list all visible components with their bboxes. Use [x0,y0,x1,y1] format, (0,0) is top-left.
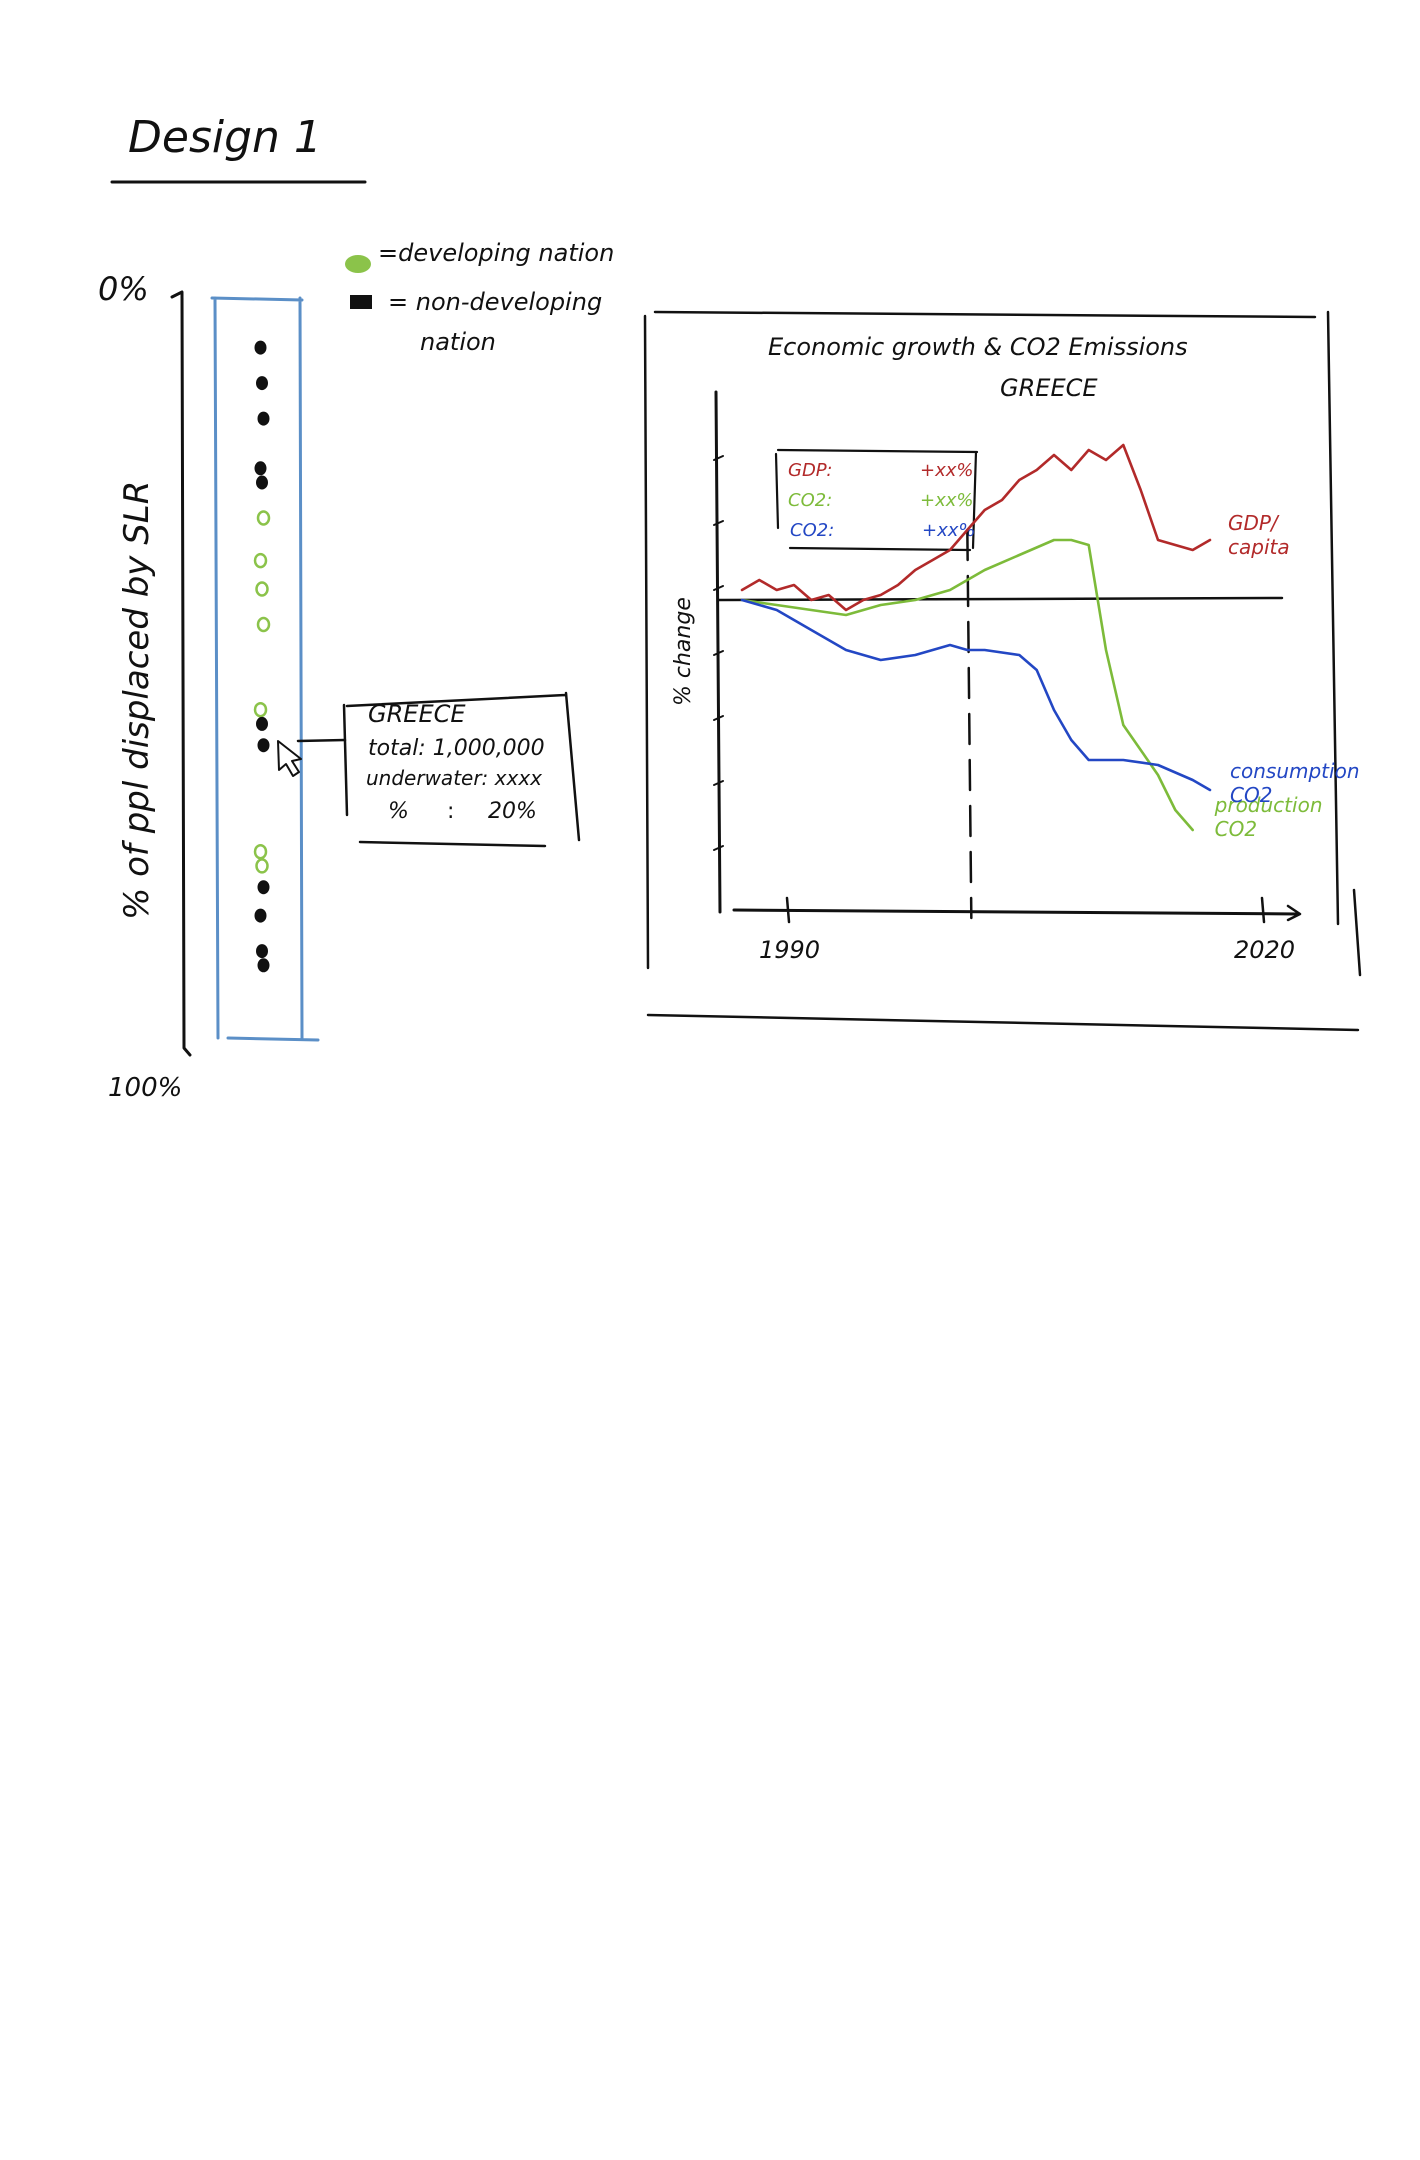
non-developing-nation-dot[interactable] [254,908,267,923]
developing-nation-dot[interactable] [255,858,269,874]
strip-frame [210,296,320,1042]
chart-plot: 1990 2020 GDP/capita production CO2consumpti… [713,390,1360,964]
chart-inset: GDP: +xx% CO2: +xx% CO2: +xx% [774,448,979,552]
dots-layer [253,340,271,973]
chart-series-line [740,598,1212,792]
non-developing-nation-dot[interactable] [256,716,268,731]
developing-nation-dot[interactable] [255,581,269,597]
legend-developing-swatch [345,255,371,273]
chart-y-axis [714,390,722,914]
tooltip-percent-label: % [388,799,409,824]
axis-bottom-label: 100% [108,1073,182,1103]
chart-series-label: consumption CO2 [1230,759,1360,807]
developing-nation-dot[interactable] [253,552,268,569]
tooltip-percent-sep: : [447,799,454,824]
non-developing-nation-dot[interactable] [254,340,267,355]
chart-frame [643,310,1362,1032]
inset-co2-production-label: CO2: [788,490,832,511]
cursor-icon [277,740,302,777]
legend-non-developing-label: = non-developing [388,288,602,316]
chart-reference-line [966,528,973,920]
inset-gdp-label: GDP: [788,460,832,481]
inset-co2-consumption-label: CO2: [790,520,834,541]
tooltip-country: GREECE [368,700,466,728]
chart-y-tick [713,715,724,721]
non-developing-nation-dot[interactable] [257,880,270,895]
chart-series-label: GDP/capita [1228,511,1290,559]
chart-inset-frame [774,448,979,552]
axis-title: % of ppl displaced by SLR [117,481,157,920]
legend-non-developing-swatch [350,295,372,309]
chart-y-tick [713,845,724,851]
chart-x-tick-label: 2020 [1234,936,1295,964]
chart-x-tick [1260,896,1266,924]
chart-x-axis [732,908,1300,916]
chart-title: Economic growth & CO2 Emissions [768,333,1188,361]
inset-co2-production-value: +xx% [920,490,974,511]
country-tooltip: GREECE total: 1,000,000 underwater: xxxx… [296,691,581,848]
non-developing-nation-dot[interactable] [257,411,270,426]
chart-y-tick [713,650,724,656]
emissions-chart: Economic growth & CO2 Emissions GREECE %… [643,310,1362,1032]
tooltip-total: total: 1,000,000 [368,736,545,761]
non-developing-nation-dot[interactable] [256,944,268,959]
chart-series-line [740,538,1194,832]
non-developing-nation-dot[interactable] [254,461,267,476]
axis-line [170,290,192,1057]
non-developing-nation-dot[interactable] [256,376,268,391]
chart-series-line [740,443,1212,612]
non-developing-nation-dot[interactable] [257,958,270,973]
non-developing-nation-dot[interactable] [257,738,270,753]
tooltip-leader [296,738,347,743]
tooltip-underwater: underwater: xxxx [366,766,542,790]
non-developing-nation-dot[interactable] [256,475,268,490]
displacement-axis: 0% 100% % of ppl displaced by SLR [98,270,192,1103]
chart-x-tick-label: 1990 [759,936,820,964]
chart-x-tick [785,896,791,924]
chart-y-tick [713,455,724,461]
chart-y-tick [713,585,724,591]
legend-developing-label: =developing nation [378,239,614,267]
page-title: Design 1 [128,112,322,163]
strip-legend: =developing nation = non-developing nati… [345,239,614,356]
legend-non-developing-label-2: nation [420,328,496,356]
developing-nation-dot[interactable] [256,510,271,526]
chart-x-axis-arrow-icon [1286,904,1302,922]
dot-strip [210,296,320,1042]
developing-nation-dot[interactable] [253,843,268,860]
tooltip-percent-value: 20% [488,799,537,824]
chart-subtitle: GREECE [1000,374,1098,402]
chart-y-tick [713,520,724,526]
developing-nation-dot[interactable] [256,616,271,633]
tooltip-frame [342,691,581,848]
developing-nation-dot[interactable] [253,701,268,718]
inset-gdp-value: +xx% [920,460,974,481]
axis-top-label: 0% [98,270,149,308]
chart-series-label: production CO2 [1214,793,1323,841]
chart-y-axis-title: % change [671,597,696,706]
chart-y-tick [713,780,724,786]
chart-baseline [716,596,1284,602]
